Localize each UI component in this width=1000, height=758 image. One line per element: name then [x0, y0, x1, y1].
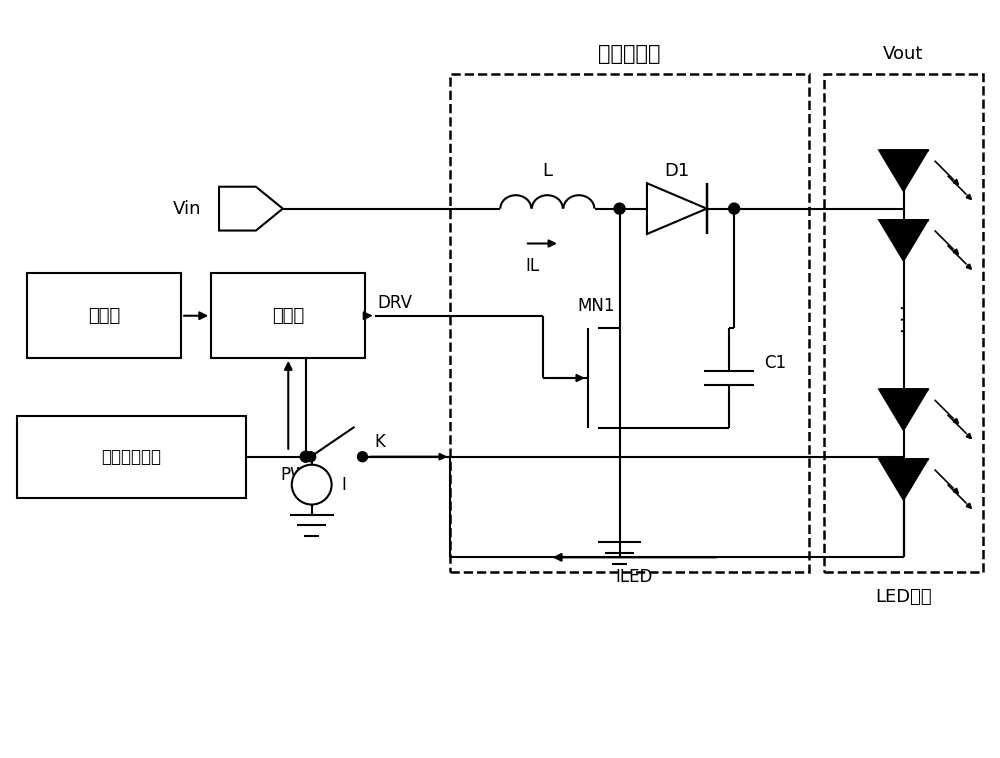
Text: LED负载: LED负载	[875, 588, 932, 606]
Bar	[450, 74, 809, 572]
Polygon shape	[647, 183, 707, 234]
Text: ILED: ILED	[616, 568, 653, 586]
Text: Vin: Vin	[173, 199, 201, 218]
Circle shape	[306, 452, 316, 462]
Polygon shape	[219, 186, 283, 230]
Text: 控制器: 控制器	[88, 307, 120, 324]
Bar	[17, 416, 246, 497]
Text: C1: C1	[764, 354, 786, 372]
Circle shape	[292, 465, 332, 505]
Polygon shape	[879, 220, 928, 261]
Text: IL: IL	[525, 258, 539, 275]
Text: · · ·: · · ·	[895, 304, 913, 333]
Polygon shape	[879, 150, 928, 191]
Polygon shape	[879, 390, 928, 430]
Bar	[27, 274, 181, 358]
Text: 驱动器: 驱动器	[272, 307, 304, 324]
Bar	[824, 74, 983, 572]
Text: 调光控制模块: 调光控制模块	[101, 448, 161, 465]
Text: D1: D1	[664, 161, 689, 180]
Text: MN1: MN1	[577, 297, 615, 315]
Circle shape	[729, 203, 740, 214]
Circle shape	[300, 451, 311, 462]
Text: I: I	[342, 475, 346, 493]
Bar	[211, 274, 365, 358]
Circle shape	[614, 203, 625, 214]
Polygon shape	[879, 459, 928, 500]
Text: Vout: Vout	[883, 45, 924, 63]
Text: 功率级电路: 功率级电路	[598, 44, 661, 64]
Text: DRV: DRV	[377, 294, 412, 312]
Text: L: L	[542, 161, 552, 180]
Text: K: K	[374, 433, 385, 451]
Text: PWM: PWM	[280, 465, 321, 484]
Circle shape	[358, 452, 367, 462]
